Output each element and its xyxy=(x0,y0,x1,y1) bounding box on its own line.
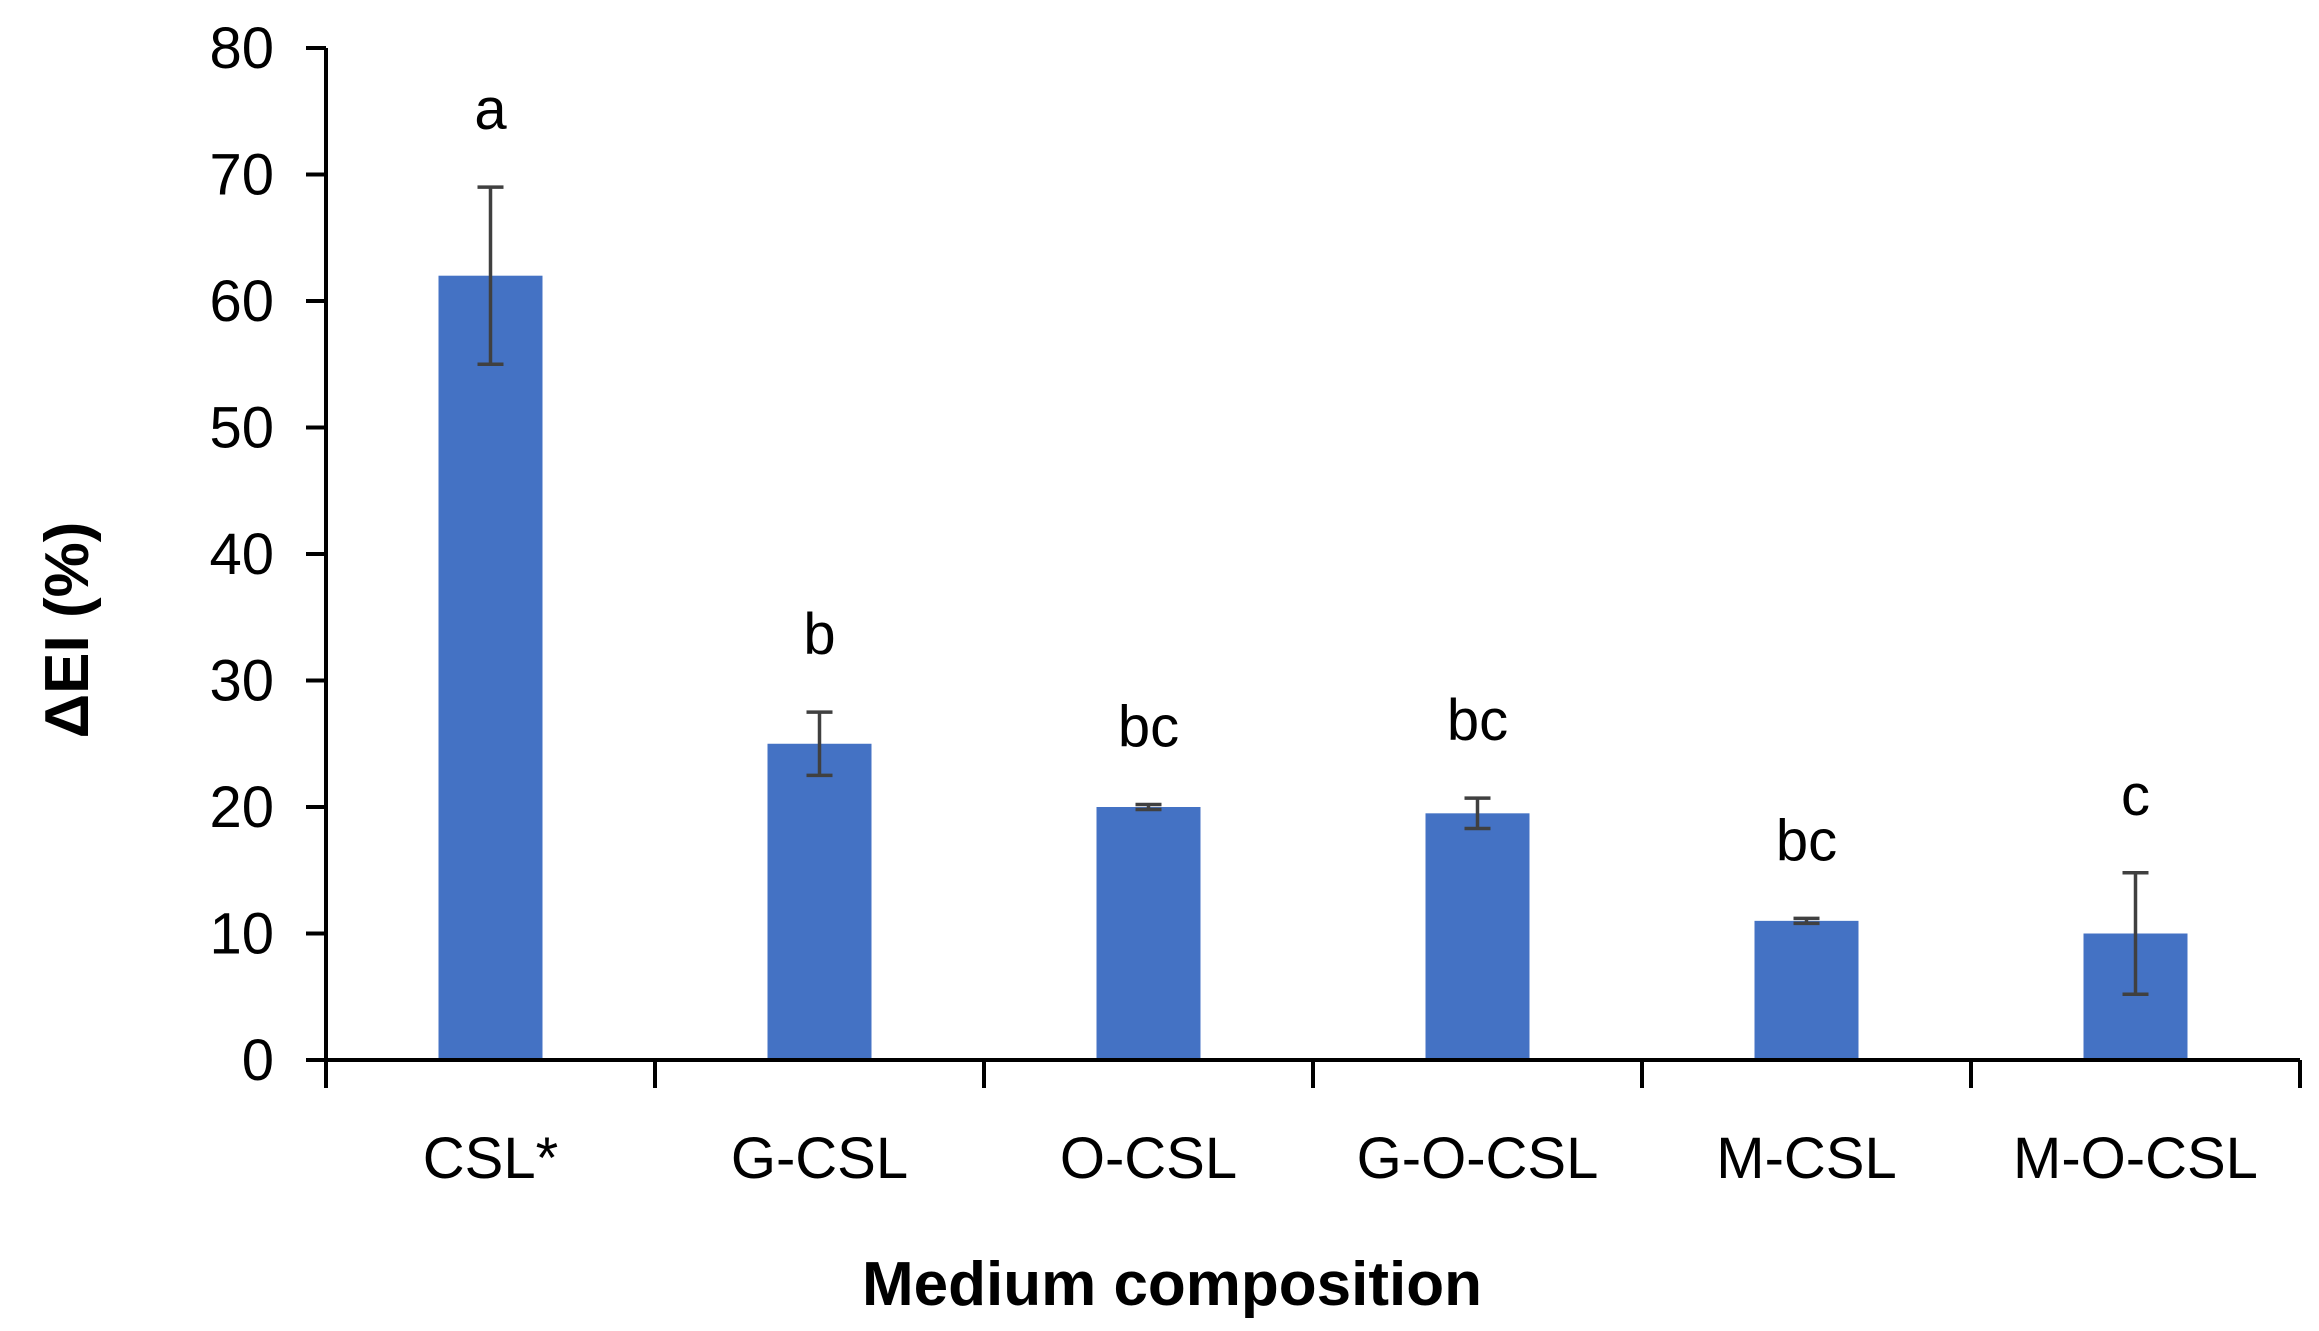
category-labels: CSL* G-CSL O-CSL G-O-CSL M-CSL M-O-CSL xyxy=(423,1126,2258,1191)
category-label: G-CSL xyxy=(731,1126,908,1191)
category-label: M-CSL xyxy=(1716,1126,1896,1191)
significance-label: bc xyxy=(1776,808,1837,873)
category-label: CSL* xyxy=(423,1126,558,1191)
significance-label: bc xyxy=(1118,694,1179,759)
bar-csl xyxy=(438,275,543,1060)
error-bar xyxy=(477,185,504,366)
significance-label: bc xyxy=(1447,688,1508,753)
error-bar xyxy=(1135,802,1162,812)
bar-g-o-csl xyxy=(1425,813,1530,1060)
significance-label: c xyxy=(2121,763,2150,828)
category-label: O-CSL xyxy=(1060,1126,1237,1191)
y-tick-label: 70 xyxy=(209,143,274,208)
y-tick-label: 80 xyxy=(209,16,274,81)
category-label: G-O-CSL xyxy=(1357,1126,1599,1191)
y-tick-label: 50 xyxy=(209,396,274,461)
error-bar xyxy=(2122,871,2149,996)
error-bars xyxy=(477,185,2149,996)
y-tick-label: 60 xyxy=(209,269,274,334)
significance-label: a xyxy=(474,77,507,142)
bar-o-csl xyxy=(1096,807,1201,1060)
y-tick-label: 0 xyxy=(242,1028,274,1093)
y-tick-label: 20 xyxy=(209,775,274,840)
bar-series xyxy=(438,275,2188,1060)
bar-g-csl xyxy=(767,743,872,1060)
error-bar xyxy=(1464,796,1491,831)
error-bar xyxy=(1793,916,1820,926)
x-axis-ticks xyxy=(324,1060,2302,1088)
x-axis-title: Medium composition xyxy=(862,1250,1482,1319)
y-tick-label: 10 xyxy=(209,902,274,967)
significance-label: b xyxy=(803,602,835,667)
y-axis-title: ΔEI (%) xyxy=(33,522,102,739)
category-label: M-O-CSL xyxy=(2013,1126,2258,1191)
y-tick-label: 30 xyxy=(209,649,274,714)
y-tick-label: 40 xyxy=(209,522,274,587)
significance-labels: a b bc bc bc c xyxy=(474,77,2150,873)
error-bar xyxy=(806,710,833,778)
y-axis-ticks: 0 10 20 30 40 50 60 70 80 xyxy=(209,16,326,1093)
bar-m-csl xyxy=(1754,920,1859,1060)
